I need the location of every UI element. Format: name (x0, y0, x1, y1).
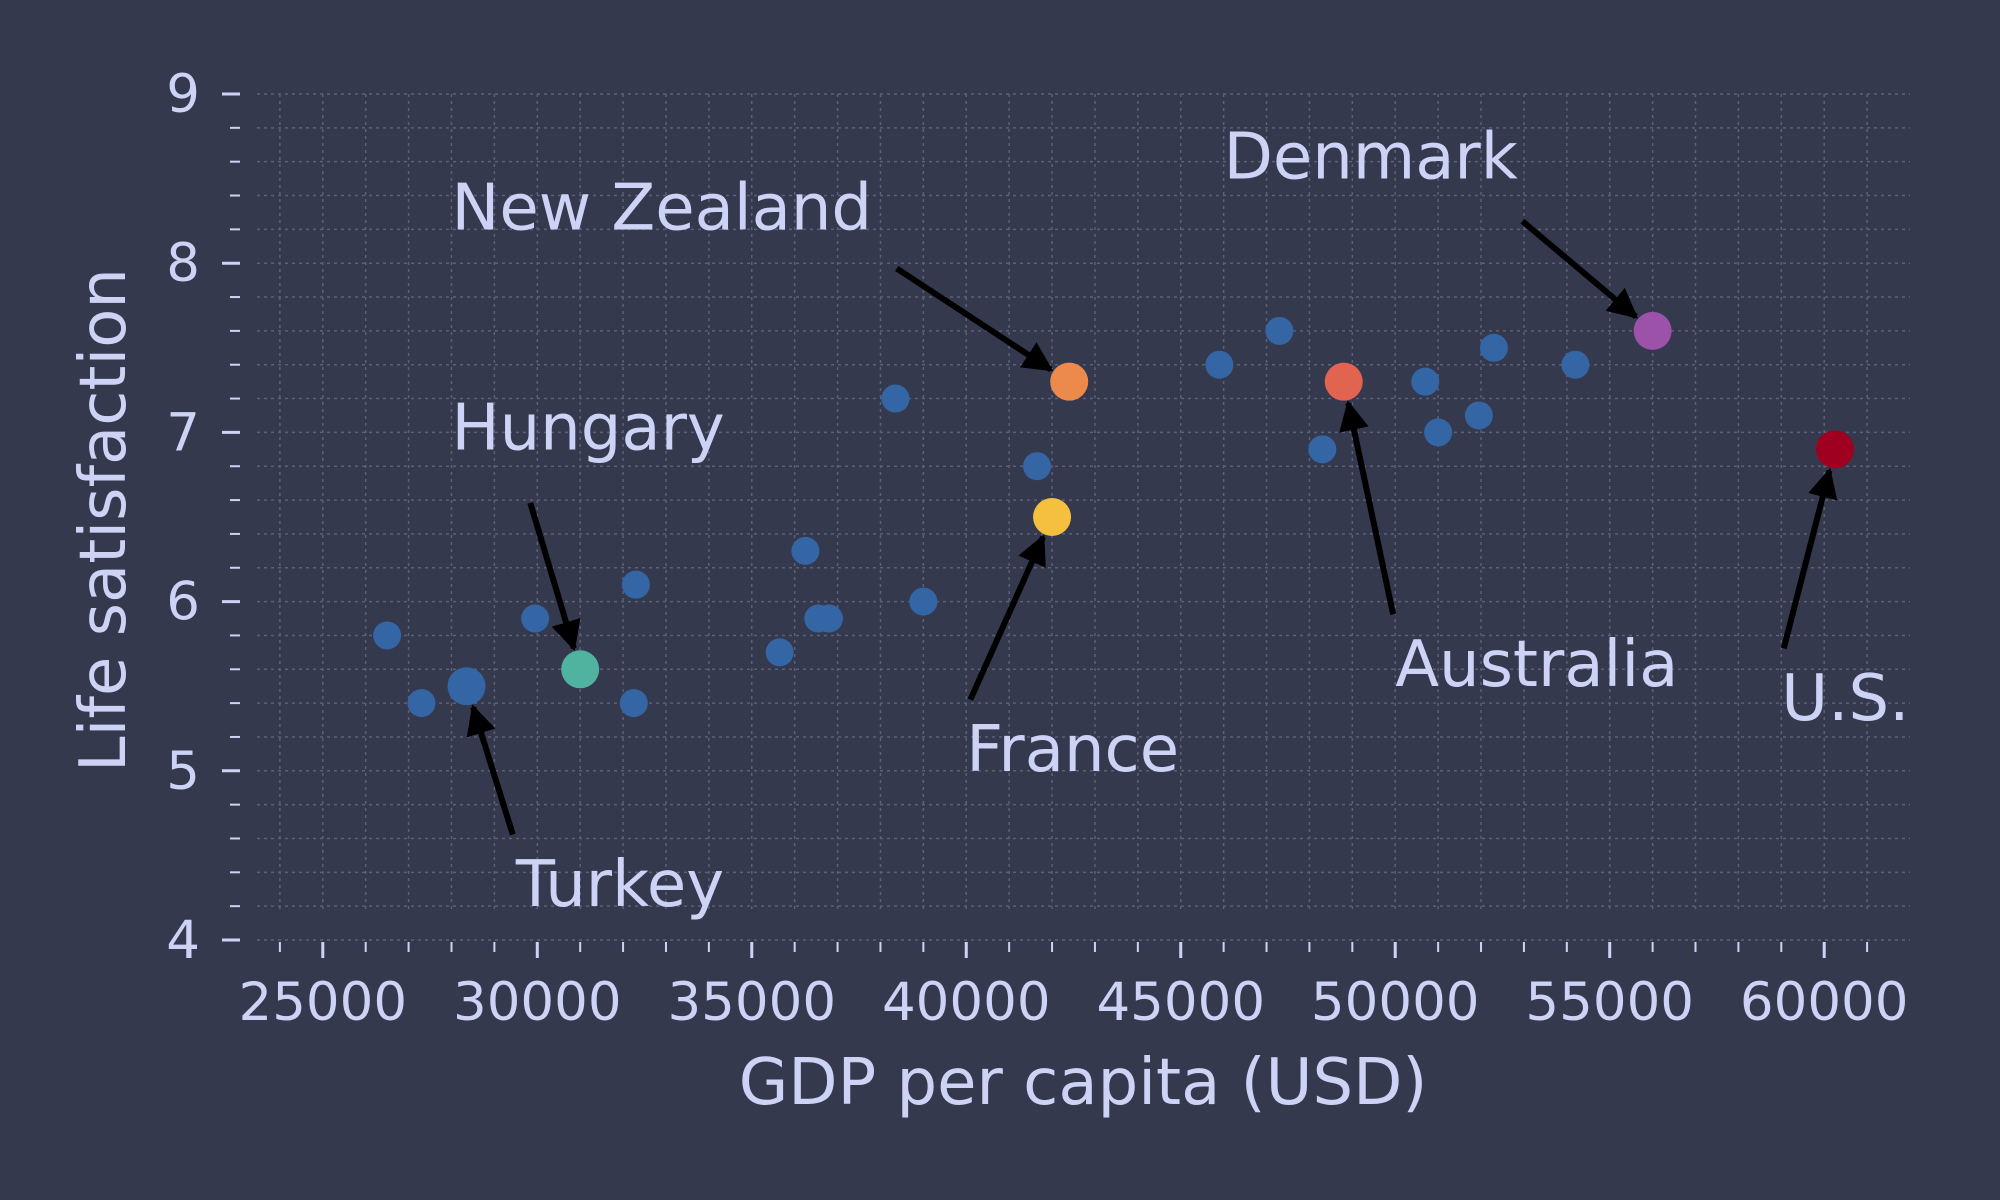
data-points (373, 311, 1854, 718)
highlighted-point (561, 650, 600, 689)
data-point (1411, 367, 1440, 396)
data-point (1464, 401, 1493, 430)
data-point (407, 689, 436, 718)
data-point (1265, 316, 1294, 345)
annotation-arrow (1780, 467, 1838, 650)
y-axis-label: Life satisfaction (67, 268, 141, 772)
highlighted-point (447, 667, 486, 706)
annotation-arrow (1520, 218, 1639, 319)
highlighted-point (1815, 430, 1854, 469)
y-tick-label: 8 (166, 233, 200, 294)
y-tick-label: 5 (166, 741, 200, 802)
x-tick-label: 50000 (1311, 972, 1480, 1033)
annotation-label: France (966, 713, 1179, 787)
data-point (1023, 452, 1052, 481)
data-point (373, 621, 402, 650)
annotation-label: Hungary (451, 391, 724, 465)
data-point (1424, 418, 1453, 447)
data-point (881, 384, 910, 413)
y-tick-label: 4 (166, 910, 200, 971)
data-point (814, 604, 843, 633)
data-point (621, 570, 650, 599)
x-tick-label: 25000 (238, 972, 407, 1033)
y-tick-label: 6 (166, 572, 200, 633)
axes: 4 5 6 7 8 9 25000 30000 35000 40000 45000 50000 5500… (166, 64, 1908, 1033)
x-tick-label: 35000 (667, 972, 836, 1033)
highlighted-point (1633, 311, 1672, 350)
annotation-arrow (967, 534, 1046, 701)
data-point (521, 604, 550, 633)
x-tick-label: 60000 (1740, 972, 1909, 1033)
x-tick-label: 55000 (1525, 972, 1694, 1033)
x-tick-label: 30000 (453, 972, 622, 1033)
data-point (1205, 350, 1234, 379)
annotation-label: U.S. (1781, 662, 1909, 736)
data-point (765, 638, 794, 667)
highlighted-point (1050, 362, 1089, 401)
minor-grid (257, 93, 1910, 941)
annotation-label: Denmark (1224, 121, 1518, 195)
annotation-label: Australia (1395, 628, 1678, 702)
highlighted-point (1033, 498, 1072, 536)
annotation-arrow (466, 704, 516, 836)
annotation-arrow (527, 501, 581, 652)
data-point (1479, 333, 1508, 362)
x-axis-label: GDP per capita (USD) (739, 1046, 1428, 1120)
x-tick-label: 40000 (882, 972, 1051, 1033)
data-point (1308, 435, 1337, 464)
annotation-label: Turkey (515, 848, 724, 922)
highlighted-point (1324, 362, 1363, 401)
y-tick-label: 9 (166, 64, 200, 125)
data-point (909, 587, 938, 616)
data-point (619, 689, 648, 718)
data-point (791, 536, 820, 565)
annotation-label: New Zealand (451, 171, 872, 245)
annotation-arrow (895, 266, 1054, 373)
annotation-arrow (1339, 400, 1397, 616)
x-tick-label: 45000 (1096, 972, 1265, 1033)
y-tick-label: 7 (166, 402, 200, 463)
data-point (1561, 350, 1590, 379)
annotations: Turkey Hungary France New Zealand Australia D… (451, 121, 1909, 923)
